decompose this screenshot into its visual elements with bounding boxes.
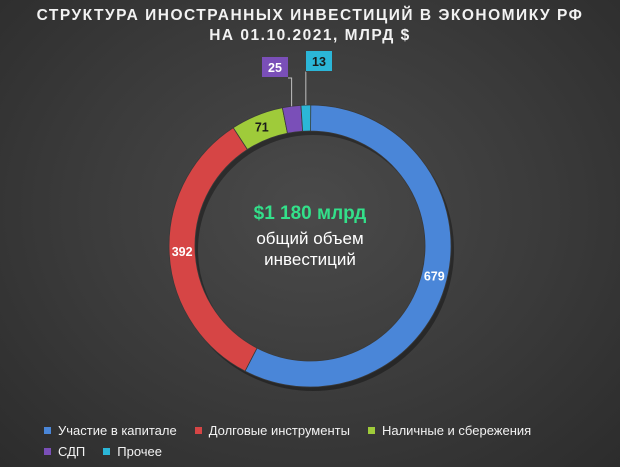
chart-title-line-2: НА 01.10.2021, МЛРД $ xyxy=(209,27,411,44)
data-label-sdp: 25 xyxy=(262,57,288,77)
legend-item-equity[interactable]: Участие в капитале xyxy=(44,423,177,438)
data-label-box-sdp xyxy=(262,57,288,77)
chart-title: СТРУКТУРА ИНОСТРАННЫХ ИНВЕСТИЦИЙ В ЭКОНО… xyxy=(0,6,620,46)
legend-label-sdp: СДП xyxy=(58,444,86,459)
data-label-text-other: 13 xyxy=(312,55,326,69)
legend-row: СДП Прочее xyxy=(44,441,614,462)
legend-label-equity: Участие в капитале xyxy=(58,423,177,438)
data-label-equity: 679 xyxy=(424,270,445,284)
legend-swatch-other xyxy=(103,448,111,455)
data-label-debt: 392 xyxy=(172,245,193,259)
legend-label-other: Прочее xyxy=(117,444,163,459)
total-caption-line-1: общий объем xyxy=(256,229,364,248)
legend-item-sdp[interactable]: СДП xyxy=(44,444,85,459)
legend-item-debt[interactable]: Долговые инструменты xyxy=(194,423,350,438)
data-label-text-equity: 679 xyxy=(424,270,445,284)
leader-line-sdp xyxy=(288,77,293,107)
data-label-text-debt: 392 xyxy=(172,245,193,259)
legend-swatch-debt xyxy=(194,427,202,434)
data-label-text-sdp: 25 xyxy=(268,61,282,75)
legend-swatch-cash xyxy=(367,427,375,434)
legend-swatch-equity xyxy=(44,427,51,434)
legend-swatch-sdp xyxy=(44,448,51,455)
data-label-text-cash: 71 xyxy=(255,120,269,134)
legend-row: Участие в капитале Долговые инструменты На… xyxy=(44,420,614,441)
total-caption-line-2: инвестиций xyxy=(264,250,356,269)
legend-label-debt: Долговые инструменты xyxy=(208,423,350,438)
data-label-other: 13 xyxy=(306,51,332,71)
total-investment-value: $1 180 млрд xyxy=(253,203,367,224)
legend-item-cash[interactable]: Наличные и сбережения xyxy=(367,423,532,438)
legend-label-cash: Наличные и сбережения xyxy=(381,423,532,438)
data-label-box-other xyxy=(306,51,332,71)
donut-slice-equity[interactable] xyxy=(244,104,452,388)
legend-item-other[interactable]: Прочее xyxy=(103,444,162,459)
chart-legend: Участие в капитале Долговые инструменты На… xyxy=(44,420,614,462)
total-investment-caption: общий объем инвестиций xyxy=(200,228,420,270)
donut-slice-other[interactable] xyxy=(300,104,312,132)
data-label-cash: 71 xyxy=(255,120,269,134)
chart-title-line-1: СТРУКТУРА ИНОСТРАННЫХ ИНВЕСТИЦИЙ В ЭКОНО… xyxy=(36,7,584,24)
